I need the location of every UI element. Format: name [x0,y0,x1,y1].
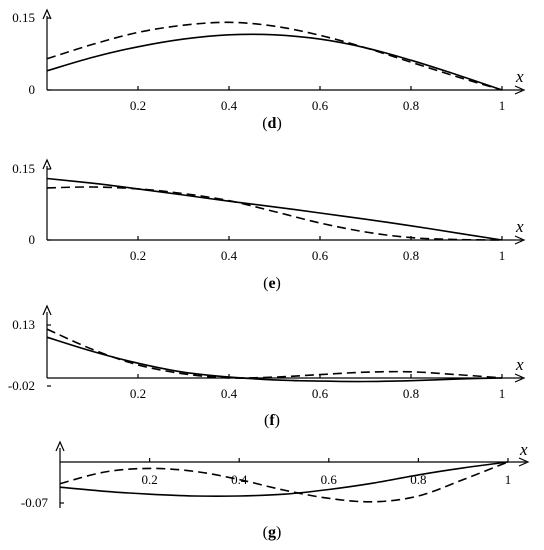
y-axis-arrow-icon [42,8,52,20]
panel-caption-paren: ( [263,524,268,541]
series-line-solid [59,461,509,498]
x-tick-label: 0.2 [130,386,146,401]
panel-caption-paren: ) [276,275,281,292]
x-axis-arrow-icon [514,235,526,245]
panel-caption-paren: ( [262,115,267,132]
x-tick-label: 1 [505,472,512,487]
y-tick-label: 0 [29,232,36,247]
x-tick-label: 1 [499,98,506,113]
x-tick-label: 0.4 [221,386,238,401]
x-tick-label: 0.8 [403,386,419,401]
series-line-solid [46,177,503,241]
panel-caption: (d) [262,115,282,132]
x-tick-label: 0.6 [312,386,329,401]
x-axis-arrow-icon [518,457,530,467]
panel-g: x0.2 0.4 0.6 0.8 1-0.07(g) [21,440,530,541]
x-tick-label: 0.2 [130,98,146,113]
y-axis-arrow-icon [42,158,52,170]
x-tick-label: 1 [499,386,506,401]
x-tick-label: 1 [499,248,506,263]
panel-caption-paren: ) [276,115,281,132]
x-axis-label: x [515,355,524,374]
panel-caption: (g) [263,524,282,541]
panel-caption-paren: ( [264,412,269,429]
series-line-dashed [46,186,503,241]
x-tick-label: 0.8 [403,98,419,113]
x-axis-label: x [519,440,528,459]
panel-caption: (e) [263,275,281,292]
x-axis-label: x [515,67,524,86]
panel-caption: (f) [264,412,280,429]
series-line-dashed [46,328,503,379]
series-line-solid [46,336,503,383]
y-axis-arrow-icon [42,304,52,316]
x-axis-arrow-icon [514,373,526,383]
y-tick-label: 0.13 [12,317,35,332]
series-line-dashed [59,461,509,503]
y-axis-arrow-icon [55,440,65,452]
x-axis-label: x [515,217,524,236]
x-tick-label: 0.4 [221,98,238,113]
x-tick-label: 0.2 [141,472,157,487]
panel-e: x 0.2 0.4 0.6 0.8 1 0.15 0 (e) [12,158,526,292]
x-axis-arrow-icon [514,85,526,95]
x-tick-label: 0.6 [312,248,329,263]
panel-caption-paren: ( [263,275,268,292]
x-tick-label: 0.6 [321,472,338,487]
y-tick-label: 0.15 [12,10,35,25]
panel-caption-letter: g [268,524,276,541]
panel-f: x 0.2 0.4 0.6 0.8 1 0.13 -0.02 (f) [8,304,526,429]
panel-caption-letter: e [268,275,275,292]
y-tick-label: 0.15 [12,161,35,176]
x-tick-label: 0.6 [312,98,329,113]
x-tick-label: 0.8 [403,248,419,263]
x-tick-label: 0.2 [130,248,146,263]
y-tick-label: 0 [29,82,36,97]
panel-caption-paren: ) [276,524,281,541]
panel-caption-letter: d [268,115,277,132]
panel-caption-paren: ) [275,412,280,429]
y-tick-label: -0.02 [8,378,35,393]
x-tick-label: 0.4 [221,248,238,263]
y-tick-label: -0.07 [21,495,49,510]
panel-caption-letter: f [269,412,275,429]
series-line-solid [46,33,503,91]
series-line-dashed [46,21,503,91]
panel-d: x 0.2 0.4 0.6 0.8 1 0.15 0 (d) [12,8,526,132]
